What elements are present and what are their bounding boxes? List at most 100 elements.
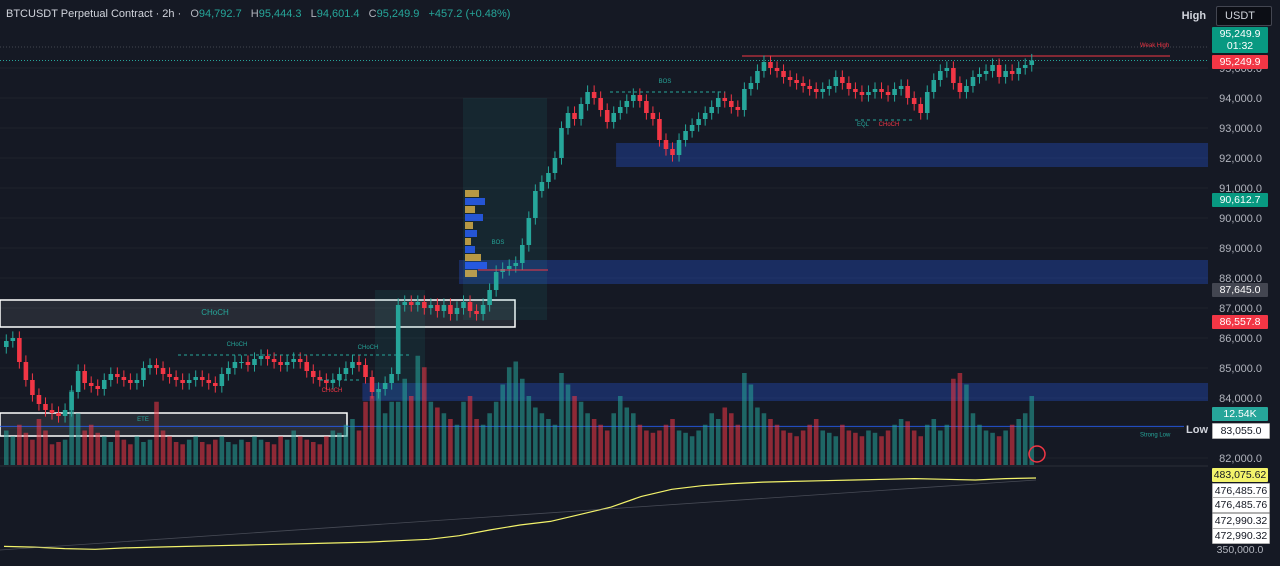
candle-body [382,383,388,389]
volume-bar [951,378,956,465]
volume-bar [800,430,806,465]
candle-body [167,374,172,377]
indicator-trend-line [0,479,1037,551]
candle-body [552,158,558,173]
volume-bar [513,361,519,465]
volume-profile-bar [465,262,487,269]
high-button[interactable]: High [1181,10,1207,22]
candle-body [271,359,277,362]
volume-bar [637,424,643,465]
volume-bar [193,436,198,465]
candle-body [898,86,904,89]
price-tag: 476,485.76 [1212,483,1270,499]
volume-bar [350,419,355,465]
candle-body [101,380,107,389]
candle-body [742,89,747,110]
volume-bar [520,378,525,465]
candle-body [461,302,466,308]
candle-body [683,131,688,140]
candle-body [800,83,806,86]
candle-body [199,377,205,380]
candle-body [696,119,701,125]
volume-bar [761,413,767,465]
volume-bar [820,430,826,465]
structure-annotation: CHoCH [227,342,248,348]
volume-bar [291,430,296,465]
candle-body [506,266,512,269]
price-tag: 476,485.76 [1212,497,1270,513]
candle-body [931,80,937,92]
candle-body [853,89,858,92]
candle-body [990,65,995,71]
candle-body [611,113,617,122]
structure-annotation: CHoCH [322,388,343,394]
candle-body [807,86,812,89]
volume-bar [23,432,29,465]
candle-body [310,371,316,377]
volume-bar [487,413,492,465]
volume-bar [729,413,734,465]
candle-body [905,86,910,98]
candle-body [1009,71,1015,74]
candle-body [709,107,714,113]
volume-profile-bar [465,198,485,205]
ete-range-box [0,412,348,437]
volume-bar [219,436,225,465]
volume-bar [435,407,440,465]
close-label: C [368,8,377,20]
volume-bar [43,430,48,465]
price-tick-label: 87,000.0 [1219,303,1262,315]
volume-bar [872,432,878,465]
candle-body [422,302,427,308]
candle-body [363,365,368,377]
candle-body [879,89,884,92]
volume-bar [807,424,812,465]
weak-high-label: Weak High [1140,43,1169,49]
candle-body [213,383,218,386]
volume-bar [879,436,884,465]
candle-body [376,389,381,392]
candle-body [350,362,355,368]
volume-bar [115,430,120,465]
close-value: 95,249.9 [376,8,420,20]
candle-body [356,362,362,365]
candle-body [395,305,401,374]
candle-body [787,77,793,80]
volume-bar [4,430,9,465]
volume-bar [10,436,16,465]
volume-bar [781,430,786,465]
volume-bar [826,432,832,465]
volume-bar [134,436,140,465]
choch-range-box [0,299,516,328]
candle-body [970,77,976,86]
candle-body [826,86,832,89]
candle-body [284,362,290,365]
candle-body [23,362,29,380]
candle-body [258,356,264,359]
candle-body [585,92,590,104]
candle-body [134,380,140,383]
candle-body [193,377,198,380]
candle-body [520,245,525,263]
high-value: 95,444.3 [258,8,302,20]
candle-body [154,365,159,368]
volume-bar [964,384,969,465]
price-tag: 472,990.32 [1212,513,1270,529]
candle-body [591,92,597,98]
price-tick-label: 93,000.0 [1219,123,1262,135]
candle-body [598,98,603,110]
volume-profile-bar [465,190,479,197]
candle-body [637,95,643,101]
volume-bar [709,413,714,465]
price-tag: 95,249.9 [1212,55,1268,69]
price-tag: 87,645.0 [1212,283,1268,297]
candle-body [977,74,982,77]
volume-bar [924,424,930,465]
volume-bar [389,401,394,465]
candle-body [30,380,35,395]
volume-bar [310,442,316,465]
volume-bar [30,439,35,465]
volume-bar [69,390,74,465]
currency-button[interactable]: USDT [1216,6,1272,26]
